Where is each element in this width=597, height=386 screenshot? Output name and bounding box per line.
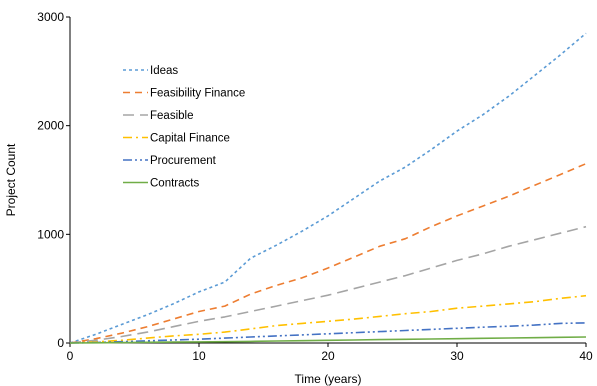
legend-label: Capital Finance [150, 133, 230, 145]
x-axis-title: Time (years) [295, 372, 362, 386]
y-tick-label: 0 [57, 336, 64, 350]
legend-label: Contracts [150, 178, 199, 190]
y-tick-label: 2000 [37, 119, 64, 133]
x-tick-label: 40 [579, 349, 593, 363]
x-tick-label: 0 [67, 349, 74, 363]
series-line-feasibility-finance [69, 162, 587, 344]
x-tick-label: 30 [450, 349, 464, 363]
series-line-procurement [69, 322, 587, 344]
series-layer [69, 32, 587, 344]
x-tick-label: 10 [192, 349, 206, 363]
series-line-feasible [69, 225, 587, 344]
legend: Ideas Feasibility Finance Feasible Capital … [123, 65, 245, 190]
series-line-ideas [69, 32, 587, 344]
legend-label: Procurement [150, 155, 217, 167]
legend-label: Feasibility Finance [150, 88, 245, 100]
y-tick-label: 1000 [37, 227, 64, 241]
axes: 0 10 20 30 40 0 1000 2000 3000 [37, 10, 593, 363]
x-tick-label: 20 [321, 349, 335, 363]
y-axis-title: Project Count [4, 143, 18, 216]
series-line-capital-finance [69, 294, 587, 344]
y-tick-label: 3000 [37, 10, 64, 24]
series-line-contracts [69, 336, 587, 344]
legend-label: Ideas [150, 65, 178, 77]
legend-label: Feasible [150, 110, 193, 122]
